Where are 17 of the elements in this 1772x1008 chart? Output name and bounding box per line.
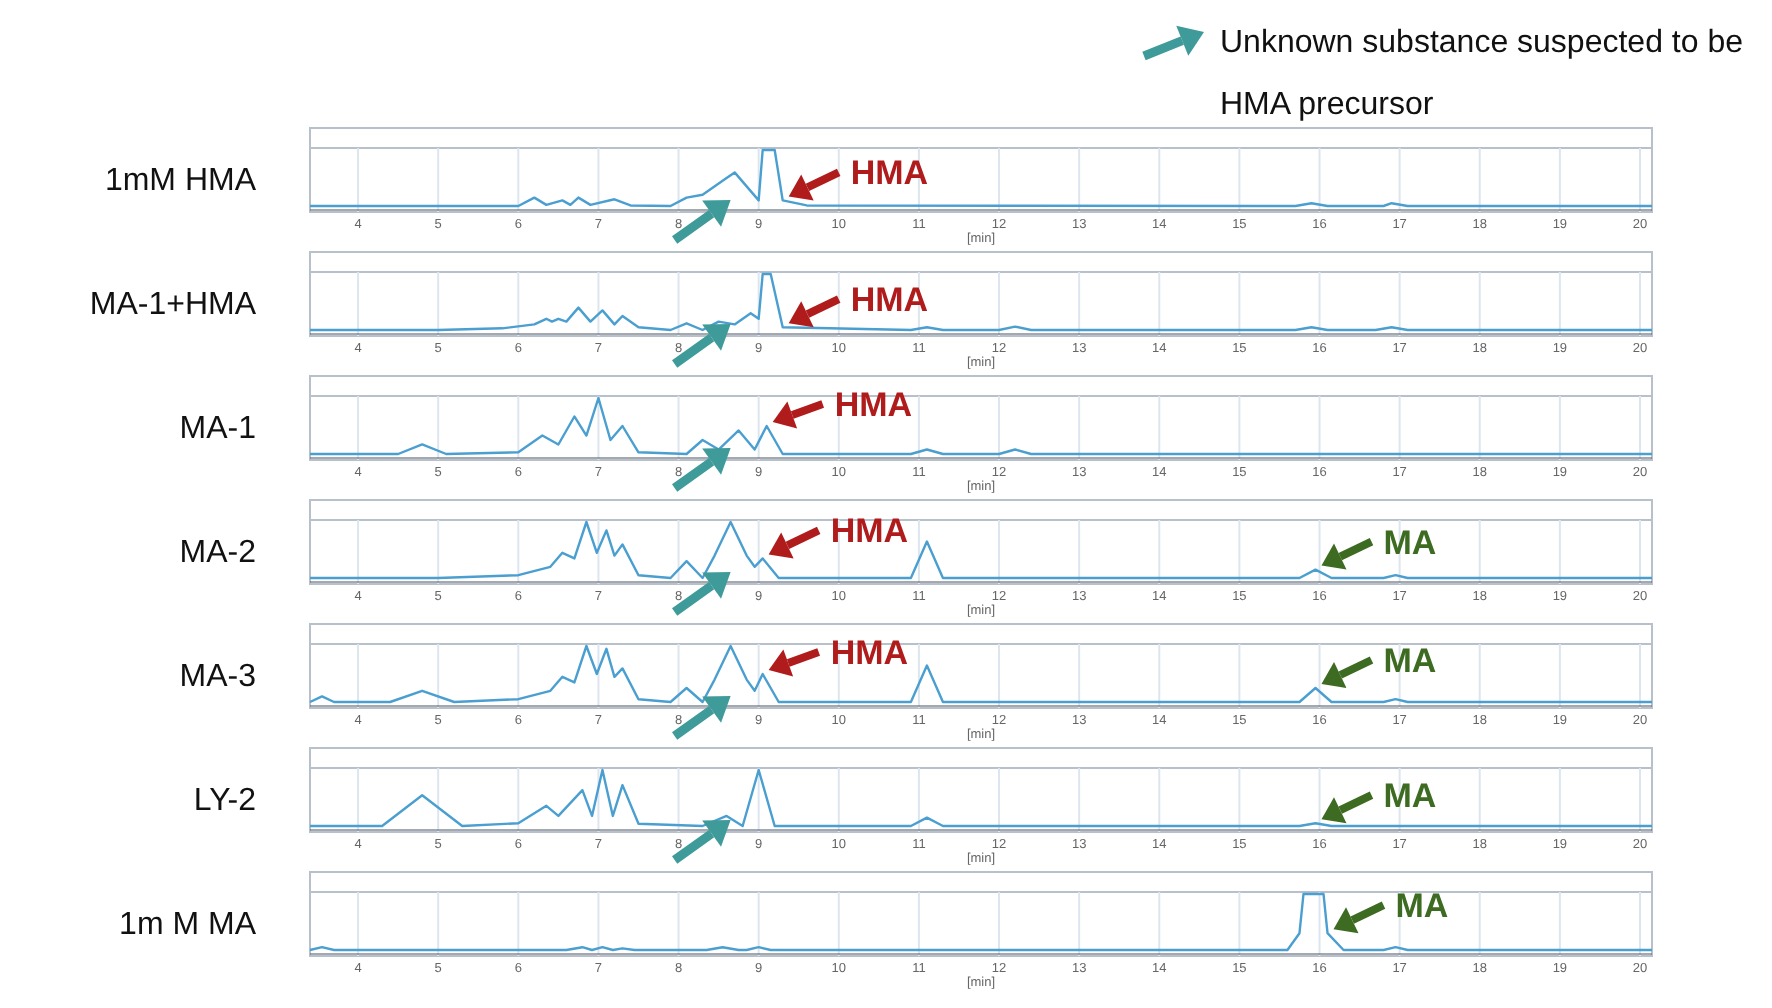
y-axis-title: 1m M MA [119,908,257,942]
annotation: HMA [830,512,909,551]
annotation: HMA [850,281,929,320]
annotation: MA [1383,777,1437,816]
annotation: HMA [830,634,909,672]
annotation: HMA [850,154,929,193]
y-axis-title: 1mM HMA [104,164,257,198]
y-axis-title: MA-1+HMA [89,288,257,322]
y-axis-title: MA-2 [179,536,257,570]
text: Unknown substance suspected to be HMA precursor [1220,24,1745,126]
annotation: HMA [834,386,913,424]
annotation: MA [1383,642,1437,680]
y-axis-title: LY-2 [193,784,257,818]
y-axis-title: MA-1 [179,412,257,446]
y-axis-title: MA-3 [179,660,257,694]
annotation: MA [1383,523,1437,562]
annotation: MA [1395,887,1449,926]
